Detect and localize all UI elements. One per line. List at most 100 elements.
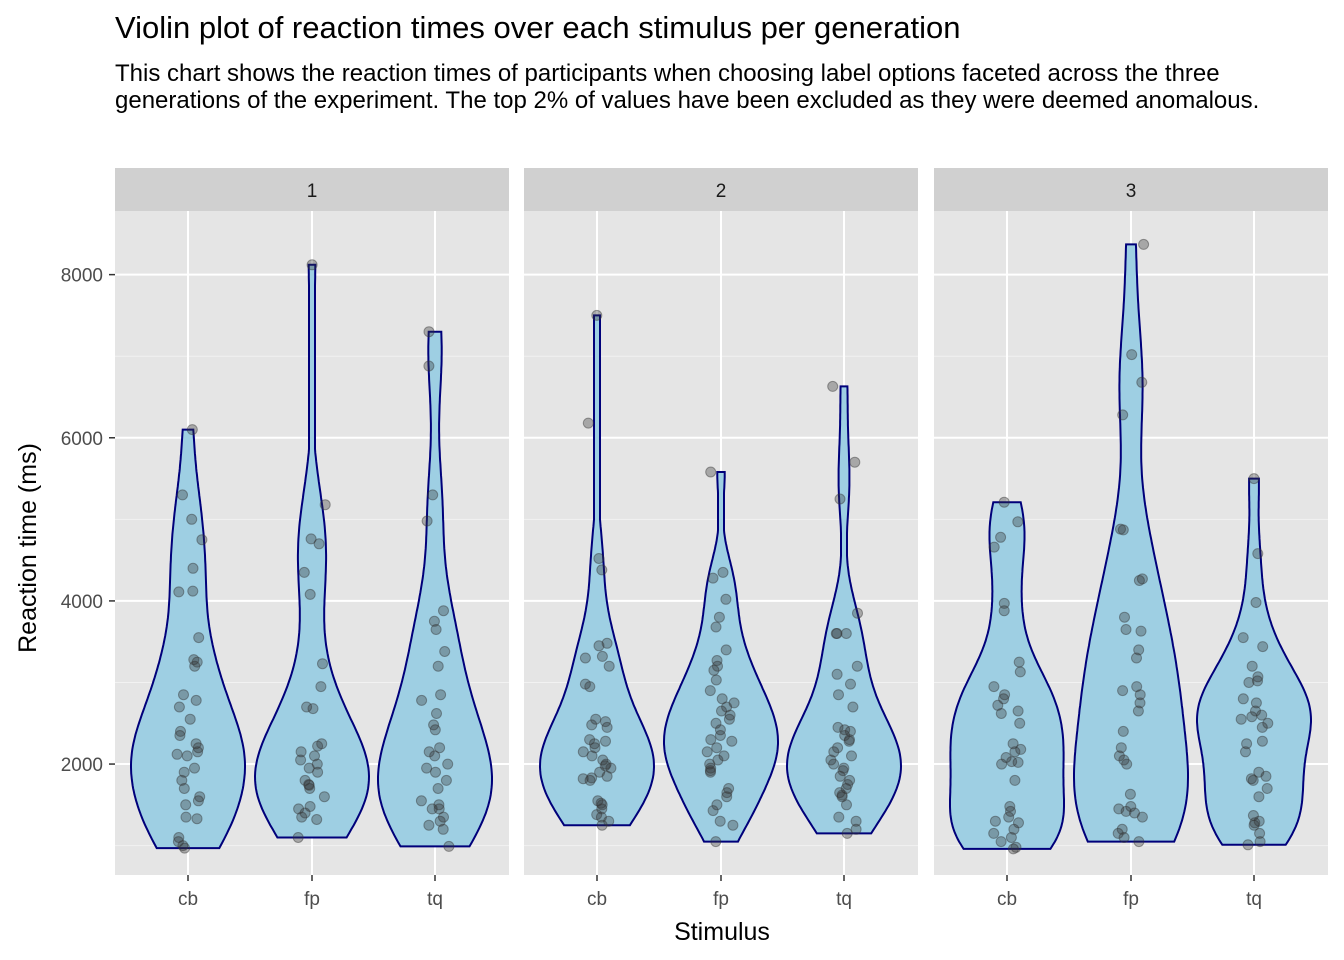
data-point [704,765,716,777]
data-point [597,754,609,766]
data-point [186,513,198,525]
data-point [1009,774,1021,786]
x-tick-label: tq [427,889,443,910]
data-point [605,762,617,774]
data-point [836,789,848,801]
data-point [707,805,719,817]
data-point [836,791,848,803]
data-point [586,772,598,784]
data-point [435,689,447,701]
data-point [704,758,716,770]
data-point [851,660,863,672]
data-point [433,803,445,815]
data-point [174,730,186,741]
data-point [714,724,726,736]
data-point [1120,805,1132,817]
x-tick-label: tq [836,889,852,910]
data-point [1262,717,1274,729]
data-point [841,799,852,811]
data-point [305,533,317,545]
violin-cb [949,501,1065,850]
data-point [432,783,444,794]
data-point [728,697,740,709]
data-point [179,842,191,854]
data-point [840,628,852,639]
data-point [596,564,608,576]
data-point [596,819,608,831]
data-point [1000,752,1012,763]
data-point [831,668,843,680]
data-point [586,750,598,762]
data-point [177,840,189,852]
data-point [1014,717,1026,729]
facet-strip-label: 1 [307,181,318,202]
data-point [1003,811,1015,823]
y-axis: 2000 4000 6000 8000 [61,266,115,776]
data-point [1010,841,1022,853]
data-point [307,703,319,715]
data-point [705,766,716,778]
violin-fp [253,263,371,839]
data-point [1254,836,1266,848]
data-point [1252,671,1264,683]
data-point [711,799,723,811]
data-point [299,774,311,786]
data-point [1261,783,1273,794]
data-point [720,593,732,605]
data-point [592,795,604,807]
data-point [827,380,839,392]
y-tick-label: 8000 [61,266,103,287]
data-point [704,685,716,697]
data-point [988,681,1000,693]
data-point [438,605,449,617]
data-point [834,493,846,505]
data-point [311,814,323,825]
data-point [711,742,723,754]
data-point [192,795,204,807]
data-point [186,424,198,436]
data-point [1240,746,1251,758]
data-point [190,738,202,750]
data-point [999,689,1011,701]
data-point [178,783,190,794]
data-point [194,791,206,803]
data-point [309,750,320,762]
data-point [1253,815,1265,827]
data-point [995,531,1007,543]
data-point [178,689,189,701]
data-point [192,746,204,758]
data-point [595,797,607,809]
facet-strip [115,168,509,211]
data-point [295,746,307,758]
data-point [193,632,205,644]
data-point [584,774,596,786]
data-point [593,553,605,564]
data-point [191,656,203,668]
data-point [846,750,857,762]
data-point [434,815,446,827]
data-point [1133,575,1145,586]
data-point [712,660,723,672]
data-point [1117,685,1129,697]
data-point [707,572,719,584]
data-point [992,699,1004,711]
data-point [189,660,201,672]
data-point [995,836,1007,848]
data-point [1256,735,1268,747]
data-point [577,746,589,758]
data-point [1113,803,1125,815]
data-point [712,754,724,766]
data-point [1124,788,1136,800]
x-tick-label: cb [178,889,198,910]
data-point [1115,523,1126,535]
data-point [429,750,441,762]
data-point [1136,376,1148,388]
data-point [591,309,603,321]
data-point [716,693,728,705]
data-point [1136,811,1148,823]
data-point [431,708,442,719]
data-point [1248,819,1260,831]
data-point [177,489,188,501]
data-point [173,586,185,598]
data-point [998,597,1010,609]
